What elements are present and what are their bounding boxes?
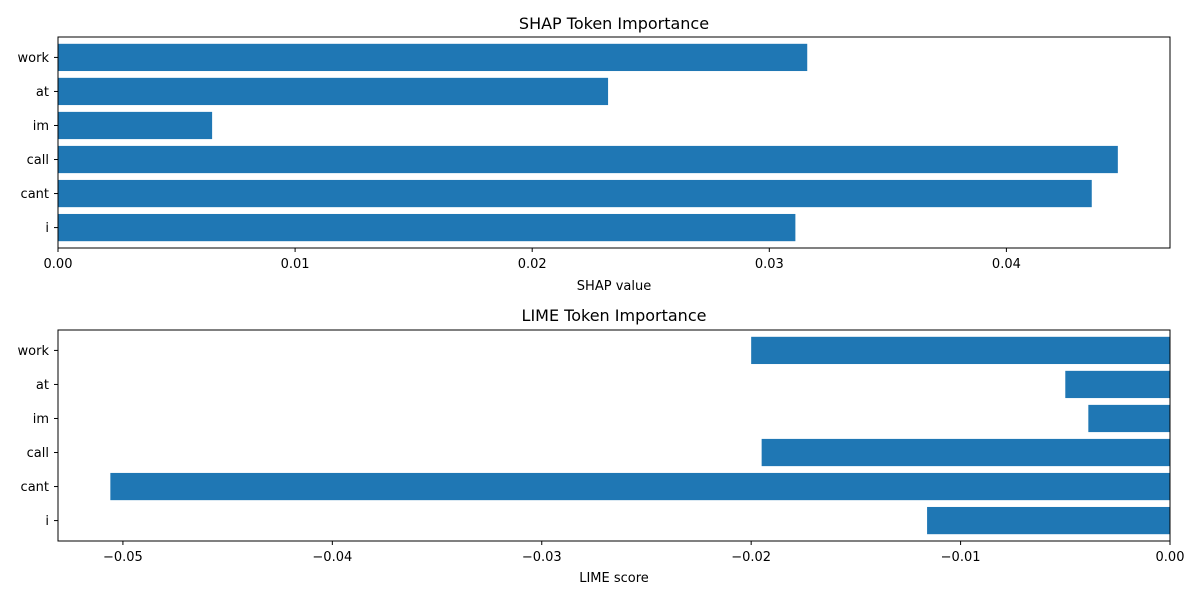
lime-y-tick-label-at: at — [36, 378, 49, 393]
shap-bar-call — [58, 145, 1118, 174]
lime-x-axis-label: LIME score — [579, 571, 649, 586]
shap-bar-work — [58, 43, 808, 72]
shap-x-tick-label: 0.00 — [44, 257, 73, 272]
lime-x-tick-label: −0.01 — [941, 550, 981, 565]
lime-y-tick-label-i: i — [45, 514, 49, 529]
lime-x-tick-label: −0.04 — [312, 550, 352, 565]
shap-bar-at — [58, 77, 609, 106]
lime-x-tick-label: −0.03 — [522, 550, 562, 565]
shap-y-tick-label-im: im — [33, 119, 49, 134]
lime-x-tick-label: −0.02 — [731, 550, 771, 565]
lime-chart: LIME Token Importance LIME score i cant ca… — [18, 306, 1185, 586]
shap-x-axis-label: SHAP value — [577, 279, 651, 294]
lime-y-tick-label-call: call — [27, 446, 49, 461]
shap-chart-title: SHAP Token Importance — [519, 14, 709, 33]
shap-x-tick-label: 0.02 — [518, 257, 547, 272]
shap-y-tick-label-i: i — [45, 221, 49, 236]
shap-y-tick-label-at: at — [36, 85, 49, 100]
shap-bar-cant — [58, 179, 1092, 208]
shap-axes-frame — [57, 36, 1171, 249]
lime-axes-frame — [57, 329, 1171, 542]
shap-x-tick-label: 0.01 — [281, 257, 310, 272]
lime-bar-at — [1065, 370, 1170, 399]
lime-bar-work — [751, 336, 1170, 365]
shap-y-tick-label-work: work — [18, 51, 50, 66]
shap-y-tick-label-cant: cant — [21, 187, 49, 202]
lime-chart-title: LIME Token Importance — [522, 306, 707, 325]
lime-bar-i — [927, 506, 1170, 535]
lime-bar-cant — [110, 472, 1171, 501]
shap-y-tick-label-call: call — [27, 153, 49, 168]
lime-y-tick-label-work: work — [18, 344, 50, 359]
shap-bar-im — [58, 111, 213, 140]
lime-bar-call — [761, 438, 1170, 467]
lime-x-tick-label: 0.00 — [1156, 550, 1185, 565]
shap-bar-i — [58, 213, 796, 242]
shap-chart: SHAP Token Importance SHAP value i cant ca… — [18, 14, 1171, 294]
shap-x-tick-label: 0.04 — [992, 257, 1021, 272]
lime-x-tick-label: −0.05 — [103, 550, 143, 565]
shap-x-tick-label: 0.03 — [755, 257, 784, 272]
lime-y-tick-label-cant: cant — [21, 480, 49, 495]
lime-y-tick-label-im: im — [33, 412, 49, 427]
lime-bar-im — [1088, 404, 1170, 433]
